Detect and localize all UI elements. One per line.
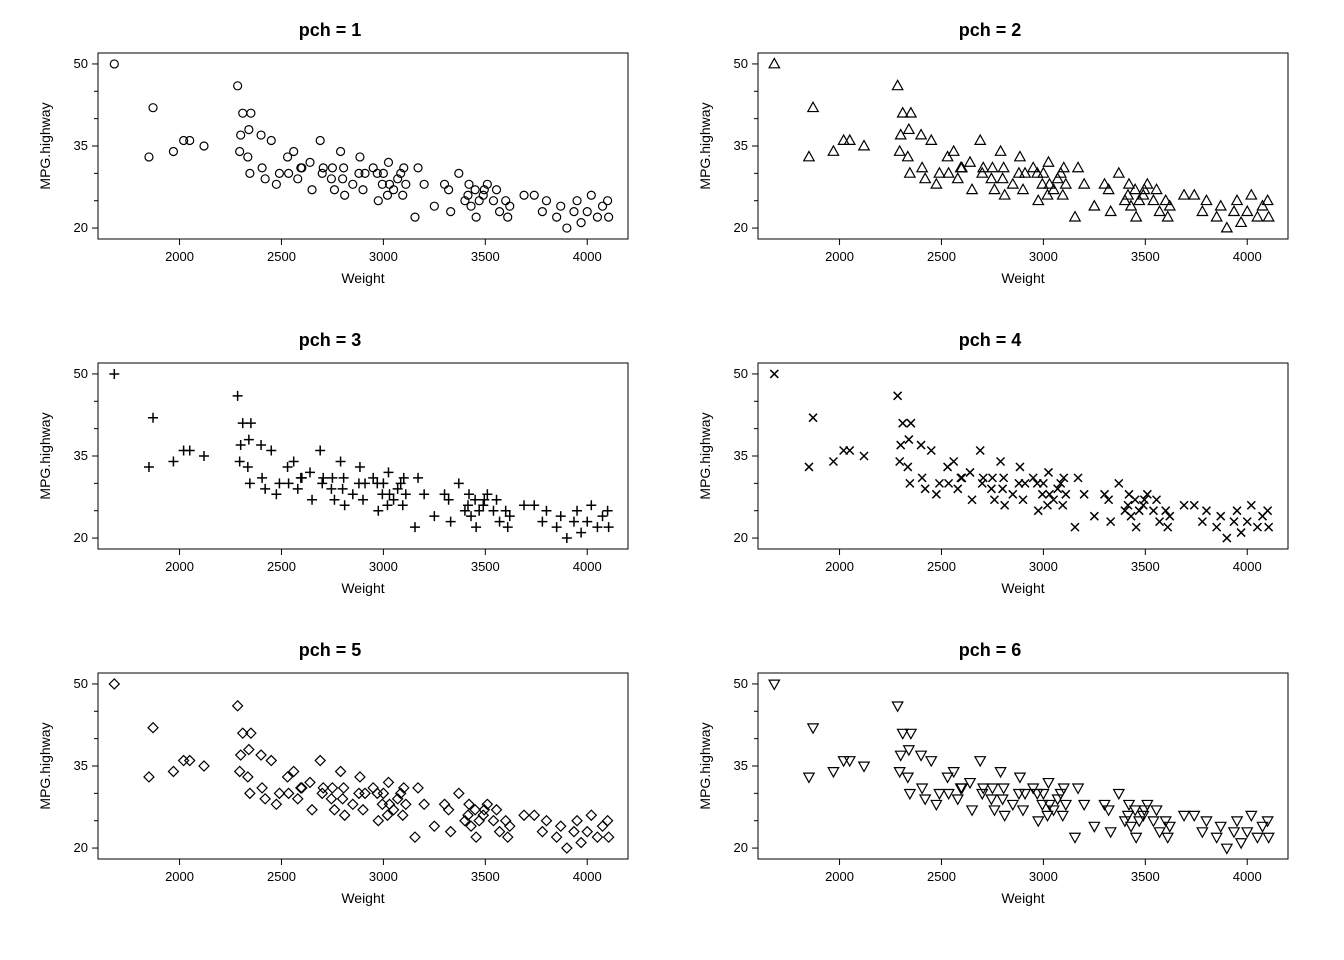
svg-text:2500: 2500 — [267, 559, 296, 574]
svg-text:Weight: Weight — [1001, 580, 1044, 596]
panel-title: pch = 4 — [680, 330, 1300, 351]
chart-panel: pch = 2 2000 2500 3000 3500 4000 20 35 50 Weight M… — [680, 20, 1300, 300]
svg-text:35: 35 — [734, 138, 748, 153]
chart-panel: pch = 6 2000 2500 3000 3500 4000 20 35 50 Weight M… — [680, 640, 1300, 920]
svg-text:3500: 3500 — [471, 869, 500, 884]
svg-text:35: 35 — [74, 138, 88, 153]
svg-text:50: 50 — [734, 676, 748, 691]
svg-text:Weight: Weight — [341, 580, 384, 596]
scatter-plot: 2000 2500 3000 3500 4000 20 35 50 Weight MPG.high… — [680, 357, 1300, 607]
panel-title: pch = 2 — [680, 20, 1300, 41]
panel-title: pch = 3 — [20, 330, 640, 351]
svg-text:35: 35 — [74, 758, 88, 773]
svg-text:Weight: Weight — [341, 890, 384, 906]
svg-text:Weight: Weight — [1001, 270, 1044, 286]
scatter-plot: 2000 2500 3000 3500 4000 20 35 50 Weight MPG.high… — [20, 47, 640, 297]
svg-text:20: 20 — [74, 840, 88, 855]
svg-text:MPG.highway: MPG.highway — [37, 412, 53, 499]
svg-text:2000: 2000 — [825, 249, 854, 264]
chart-panel: pch = 4 2000 2500 3000 3500 4000 20 35 50 Weight M… — [680, 330, 1300, 610]
svg-text:MPG.highway: MPG.highway — [697, 412, 713, 499]
svg-text:4000: 4000 — [573, 559, 602, 574]
scatter-plot: 2000 2500 3000 3500 4000 20 35 50 Weight MPG.high… — [680, 667, 1300, 917]
svg-text:3000: 3000 — [369, 249, 398, 264]
svg-text:2500: 2500 — [267, 869, 296, 884]
svg-text:3000: 3000 — [1029, 249, 1058, 264]
svg-text:3000: 3000 — [369, 869, 398, 884]
svg-text:3500: 3500 — [1131, 869, 1160, 884]
svg-text:20: 20 — [734, 530, 748, 545]
svg-text:3500: 3500 — [471, 249, 500, 264]
svg-text:2500: 2500 — [267, 249, 296, 264]
svg-text:35: 35 — [734, 758, 748, 773]
svg-text:2500: 2500 — [927, 249, 956, 264]
svg-text:35: 35 — [734, 448, 748, 463]
svg-text:MPG.highway: MPG.highway — [697, 102, 713, 189]
svg-text:3500: 3500 — [1131, 249, 1160, 264]
svg-text:35: 35 — [74, 448, 88, 463]
svg-text:3000: 3000 — [1029, 559, 1058, 574]
svg-text:20: 20 — [74, 220, 88, 235]
svg-text:50: 50 — [734, 56, 748, 71]
svg-text:2000: 2000 — [165, 869, 194, 884]
svg-text:Weight: Weight — [1001, 890, 1044, 906]
svg-text:50: 50 — [74, 676, 88, 691]
svg-text:50: 50 — [74, 366, 88, 381]
svg-text:2000: 2000 — [825, 869, 854, 884]
svg-text:50: 50 — [734, 366, 748, 381]
svg-text:MPG.highway: MPG.highway — [697, 722, 713, 809]
svg-text:3500: 3500 — [1131, 559, 1160, 574]
scatter-plot: 2000 2500 3000 3500 4000 20 35 50 Weight MPG.high… — [20, 667, 640, 917]
svg-text:4000: 4000 — [1233, 559, 1262, 574]
chart-panel: pch = 3 2000 2500 3000 3500 4000 20 35 50 Weight M… — [20, 330, 640, 610]
svg-text:3000: 3000 — [369, 559, 398, 574]
svg-text:2500: 2500 — [927, 559, 956, 574]
svg-text:4000: 4000 — [1233, 249, 1262, 264]
svg-text:2000: 2000 — [825, 559, 854, 574]
chart-panel: pch = 5 2000 2500 3000 3500 4000 20 35 50 Weight M… — [20, 640, 640, 920]
scatter-plot: 2000 2500 3000 3500 4000 20 35 50 Weight MPG.high… — [680, 47, 1300, 297]
svg-text:2500: 2500 — [927, 869, 956, 884]
svg-text:2000: 2000 — [165, 249, 194, 264]
svg-text:MPG.highway: MPG.highway — [37, 102, 53, 189]
svg-text:20: 20 — [74, 530, 88, 545]
svg-text:50: 50 — [74, 56, 88, 71]
svg-text:4000: 4000 — [573, 869, 602, 884]
chart-panel: pch = 1 2000 2500 3000 3500 4000 20 35 50 Weight M… — [20, 20, 640, 300]
svg-text:3500: 3500 — [471, 559, 500, 574]
svg-text:3000: 3000 — [1029, 869, 1058, 884]
svg-text:20: 20 — [734, 840, 748, 855]
svg-text:2000: 2000 — [165, 559, 194, 574]
scatter-plot: 2000 2500 3000 3500 4000 20 35 50 Weight MPG.high… — [20, 357, 640, 607]
svg-text:Weight: Weight — [341, 270, 384, 286]
chart-grid: pch = 1 2000 2500 3000 3500 4000 20 35 50 Weight M… — [20, 20, 1300, 920]
svg-text:MPG.highway: MPG.highway — [37, 722, 53, 809]
panel-title: pch = 1 — [20, 20, 640, 41]
svg-text:4000: 4000 — [1233, 869, 1262, 884]
panel-title: pch = 5 — [20, 640, 640, 661]
panel-title: pch = 6 — [680, 640, 1300, 661]
svg-text:20: 20 — [734, 220, 748, 235]
svg-text:4000: 4000 — [573, 249, 602, 264]
